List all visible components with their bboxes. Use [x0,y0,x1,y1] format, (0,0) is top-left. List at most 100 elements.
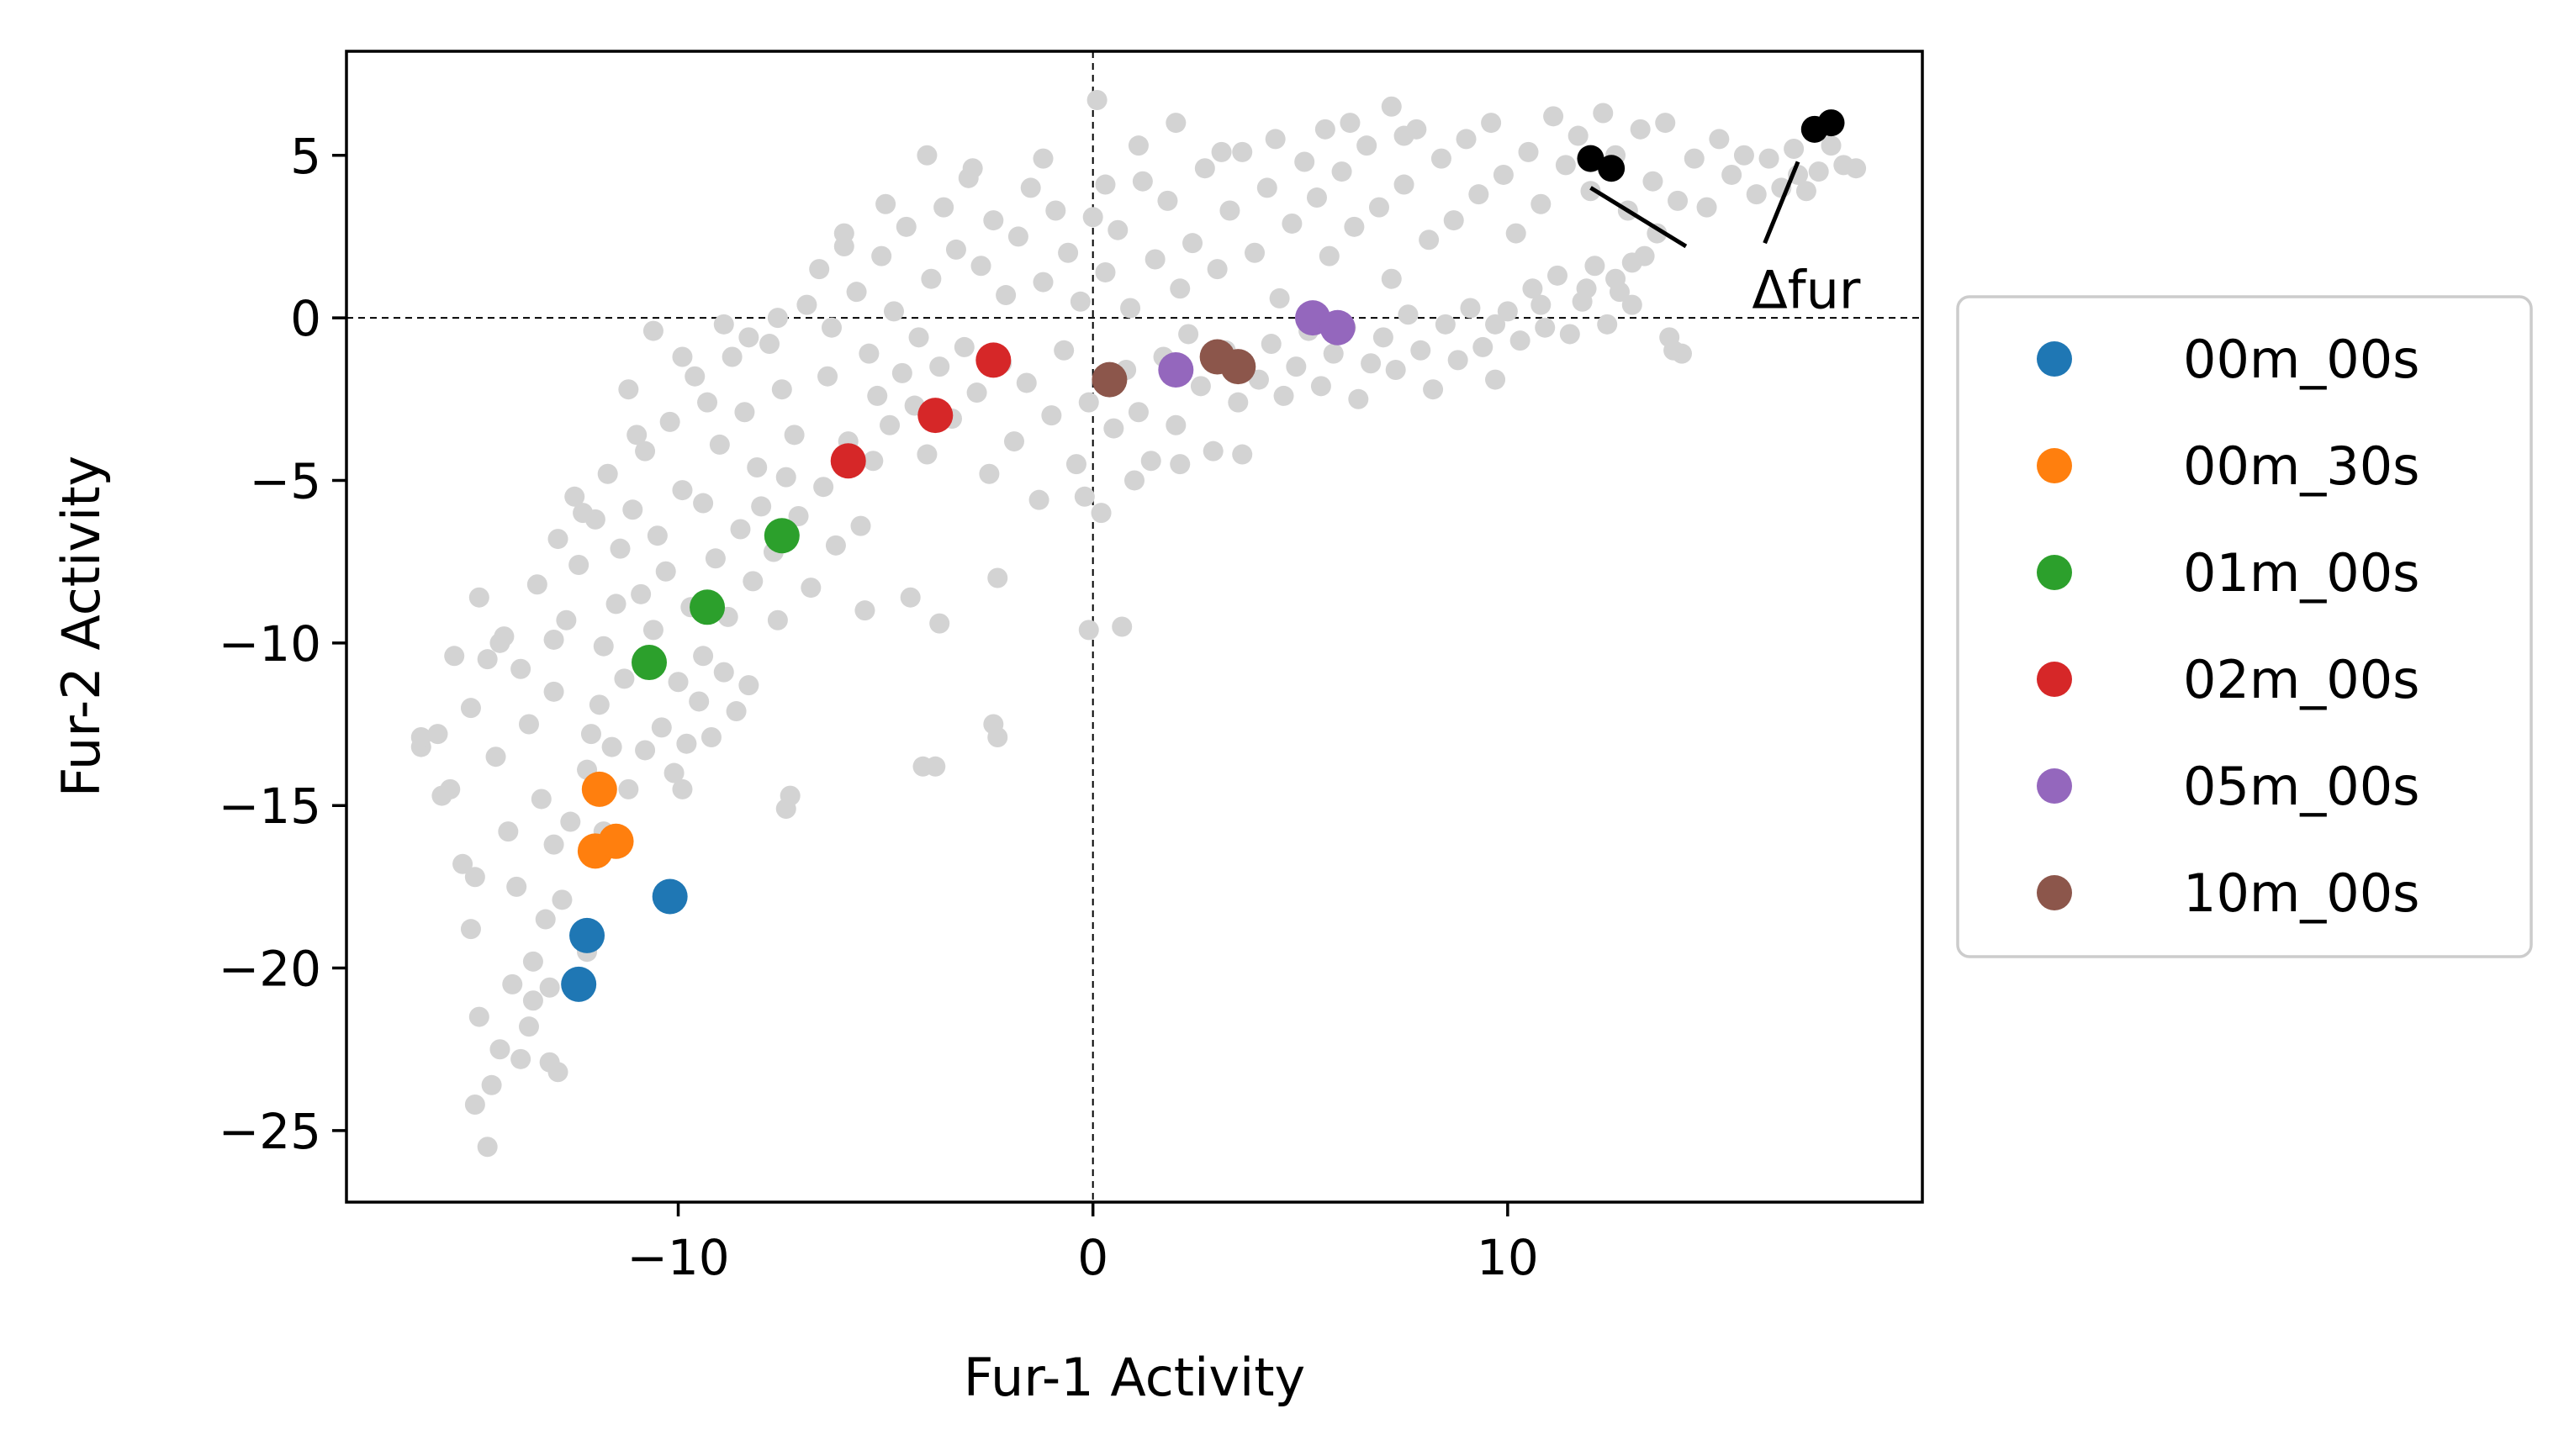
background-point [1065,454,1086,475]
background-point [522,951,543,972]
background-point [1684,148,1705,169]
background-point [996,285,1017,306]
background-point [547,529,568,550]
background-point [1621,294,1642,315]
background-point [1721,164,1742,185]
background-point [784,425,805,446]
background-point [1182,233,1203,254]
plot-area [346,51,1922,1202]
annotation-point [1577,145,1604,172]
legend-label: 05m_00s [2183,756,2419,817]
background-point [1207,259,1228,280]
x-tick-label: 10 [1477,1229,1539,1286]
background-point [444,646,465,667]
background-point [518,1016,539,1037]
background-point [618,778,639,799]
y-tick-label: −10 [219,615,321,673]
background-point [987,567,1008,588]
background-point [510,658,531,679]
background-point [556,609,577,630]
background-point [979,463,1000,484]
background-point [1194,158,1215,179]
background-point [693,646,714,667]
annotation-label: Δfur [1752,260,1861,321]
background-point [1547,265,1568,286]
background-point [891,362,912,383]
background-point [1054,340,1075,361]
plot-frame [345,50,1924,1204]
background-point [468,1006,489,1027]
x-tick-label: −10 [626,1229,729,1286]
background-point [1543,106,1564,127]
background-point [945,239,966,260]
background-point [560,811,581,832]
series-point [764,518,800,554]
background-point [1393,125,1414,146]
background-point [1668,190,1689,211]
background-point [1505,223,1526,244]
background-point [1095,174,1116,195]
background-point [900,587,921,608]
background-point [1112,616,1133,637]
background-point [1443,210,1464,231]
background-point [1261,334,1282,355]
background-point [1593,103,1614,124]
background-point [464,867,485,888]
background-point [1170,454,1191,475]
background-point [672,346,693,367]
background-point [672,480,693,501]
legend-label: 01m_00s [2183,542,2419,604]
background-point [485,746,506,768]
background-point [1460,298,1481,319]
background-point [883,301,904,322]
background-point [1028,489,1049,510]
background-point [1314,119,1335,140]
background-point [531,789,552,810]
background-point [954,336,975,357]
background-point [1846,158,1867,179]
y-axis: 5 0 −5 −10 −15 −20 −25 [219,128,346,1160]
background-point [1381,268,1402,289]
background-point [543,629,564,650]
y-tick-label: −20 [219,941,321,998]
background-point [713,314,734,335]
background-point [573,503,594,524]
background-point [1082,207,1103,228]
background-point [689,691,710,712]
background-point [896,216,917,237]
background-point [1078,392,1099,413]
background-point [1655,113,1676,134]
background-point [1597,314,1618,335]
background-point [1393,174,1414,195]
x-axis: −10 0 10 [626,1202,1539,1286]
background-point [705,548,726,569]
background-point [751,496,772,517]
series-point [652,878,688,915]
background-point [767,609,788,630]
background-point [1746,184,1767,205]
background-point [659,411,680,432]
background-point [801,578,822,599]
y-tick-label: 5 [290,128,321,185]
background-point [908,327,929,348]
y-tick-label: −25 [219,1103,321,1160]
background-point [427,724,448,745]
background-point [767,308,788,329]
background-point [618,379,639,400]
background-point [1555,155,1576,176]
legend: 00m_00s 00m_30s 01m_00s 02m_00s 05m_00s 10m_0… [1956,295,2533,958]
background-point [1232,444,1253,465]
series-points [561,300,1356,1002]
background-point [464,1094,485,1115]
background-point [863,451,884,472]
legend-label: 00m_00s [2183,329,2419,390]
background-point [535,909,556,930]
background-point [1559,324,1580,345]
y-tick-label: −5 [250,452,322,509]
background-point [1007,226,1028,247]
background-point [966,382,987,404]
background-point [1086,90,1108,111]
background-point [1120,298,1141,319]
background-point [506,876,527,897]
